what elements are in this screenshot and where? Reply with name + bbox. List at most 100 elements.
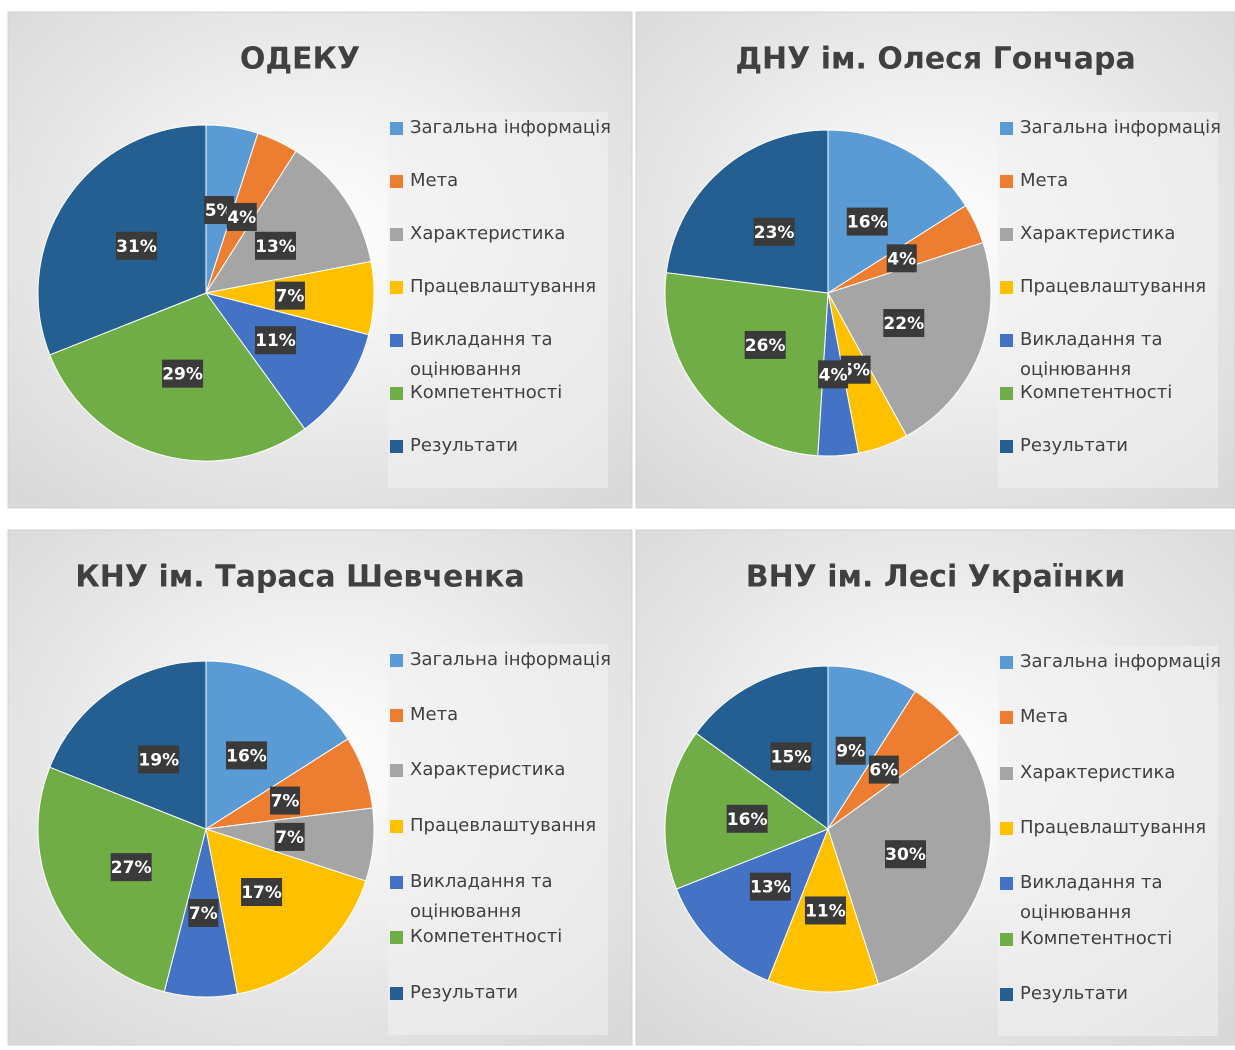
legend-swatch xyxy=(1000,822,1013,835)
legend-label: Результати xyxy=(410,982,518,1003)
legend-swatch xyxy=(1000,281,1013,294)
legend-label: Працевлаштування xyxy=(410,815,597,836)
data-label: 11% xyxy=(805,901,846,921)
legend-entry: Характеристика xyxy=(1000,758,1225,788)
legend-entry: Працевлаштування xyxy=(1000,813,1225,843)
data-label: 7% xyxy=(275,828,304,848)
data-label: 4% xyxy=(819,365,848,385)
legend-box xyxy=(998,646,1218,1036)
legend-entry: Викладання та оцінювання xyxy=(1000,325,1225,385)
data-label: 4% xyxy=(227,208,256,228)
legend-swatch xyxy=(390,387,403,400)
legend-label: Результати xyxy=(410,435,518,456)
legend-entry: Мета xyxy=(390,700,615,730)
legend-swatch xyxy=(1000,122,1013,135)
legend-entry: Мета xyxy=(1000,166,1225,196)
pie-slice xyxy=(695,665,829,830)
legend-entry: Результати xyxy=(1000,979,1225,1009)
legend-entry: Характеристика xyxy=(390,755,615,785)
data-label-box xyxy=(241,878,283,907)
legend-entry: Компетентності xyxy=(390,922,615,952)
legend-swatch xyxy=(1000,711,1013,724)
legend-swatch xyxy=(1000,767,1013,780)
data-label: 17% xyxy=(241,883,282,903)
data-label-box xyxy=(254,231,296,260)
data-label-box xyxy=(270,786,301,815)
data-label: 7% xyxy=(189,904,218,924)
chart-title: КНУ ім. Тараса Шевченка xyxy=(75,560,524,595)
legend-label: Загальна інформація xyxy=(1020,651,1221,672)
pie-slice xyxy=(664,272,829,457)
legend-swatch xyxy=(1000,228,1013,241)
data-label-box xyxy=(885,840,927,869)
legend-entry: Результати xyxy=(390,431,615,461)
legend-entry: Компетентності xyxy=(390,378,615,408)
legend-box xyxy=(998,112,1218,488)
legend-entry: Викладання та оцінювання xyxy=(390,325,615,385)
data-label-box xyxy=(188,898,219,927)
data-label-box xyxy=(274,281,305,310)
data-label-box xyxy=(753,217,795,246)
legend-label: Компетентності xyxy=(410,382,563,403)
legend-entry: Загальна інформація xyxy=(390,645,615,675)
legend-swatch xyxy=(390,175,403,188)
data-label: 16% xyxy=(847,213,888,233)
legend-entry: Викладання та оцінювання xyxy=(1000,868,1225,928)
data-label: 26% xyxy=(745,336,786,356)
legend-label: Викладання та оцінювання xyxy=(1020,329,1163,380)
chart-title: ОДЕКУ xyxy=(240,42,360,77)
legend-swatch xyxy=(390,820,403,833)
legend-entry: Викладання та оцінювання xyxy=(390,867,615,927)
data-label-box xyxy=(225,741,267,770)
legend-swatch xyxy=(1000,877,1013,890)
legend-swatch xyxy=(1000,933,1013,946)
data-label: 29% xyxy=(162,365,203,385)
legend-swatch xyxy=(390,334,403,347)
data-label-box xyxy=(818,360,849,389)
data-label-box xyxy=(110,853,152,882)
legend-box xyxy=(388,112,608,488)
data-label: 6% xyxy=(869,761,898,781)
legend-swatch xyxy=(390,228,403,241)
legend-label: Мета xyxy=(1020,706,1069,727)
legend-entry: Загальна інформація xyxy=(390,113,615,143)
legend-label: Загальна інформація xyxy=(1020,117,1221,138)
legend-entry: Працевлаштування xyxy=(1000,272,1225,302)
data-label-box xyxy=(868,755,899,784)
legend-entry: Результати xyxy=(1000,431,1225,461)
legend-entry: Загальна інформація xyxy=(1000,647,1225,677)
legend-label: Працевлаштування xyxy=(1020,817,1207,838)
legend-swatch xyxy=(390,122,403,135)
legend-entry: Мета xyxy=(1000,702,1225,732)
legend-swatch xyxy=(1000,175,1013,188)
data-label-box xyxy=(804,896,846,925)
legend-label: Працевлаштування xyxy=(410,276,597,297)
legend-entry: Працевлаштування xyxy=(390,272,615,302)
pie-slice xyxy=(205,660,349,830)
data-label: 30% xyxy=(885,845,926,865)
data-label-box xyxy=(770,742,812,771)
data-label-box xyxy=(254,326,296,355)
pie-slice xyxy=(204,292,370,430)
legend-swatch xyxy=(1000,334,1013,347)
legend-label: Викладання та оцінювання xyxy=(410,329,553,380)
legend-swatch xyxy=(390,440,403,453)
legend-entry: Загальна інформація xyxy=(1000,113,1225,143)
legend-swatch xyxy=(390,876,403,889)
data-label-box xyxy=(726,804,768,833)
legend-swatch xyxy=(390,931,403,944)
legend-label: Характеристика xyxy=(410,223,566,244)
pie-slice xyxy=(665,129,829,294)
pie-slice xyxy=(827,129,967,294)
legend-entry: Характеристика xyxy=(390,219,615,249)
data-label-box xyxy=(886,244,917,273)
pie-slice xyxy=(827,241,992,437)
data-label-box xyxy=(226,202,257,231)
data-label: 13% xyxy=(750,878,791,898)
pie-slice xyxy=(675,828,829,982)
data-label: 11% xyxy=(255,331,296,351)
data-label: 15% xyxy=(771,747,812,767)
legend-label: Результати xyxy=(1020,435,1128,456)
legend-swatch xyxy=(390,987,403,1000)
